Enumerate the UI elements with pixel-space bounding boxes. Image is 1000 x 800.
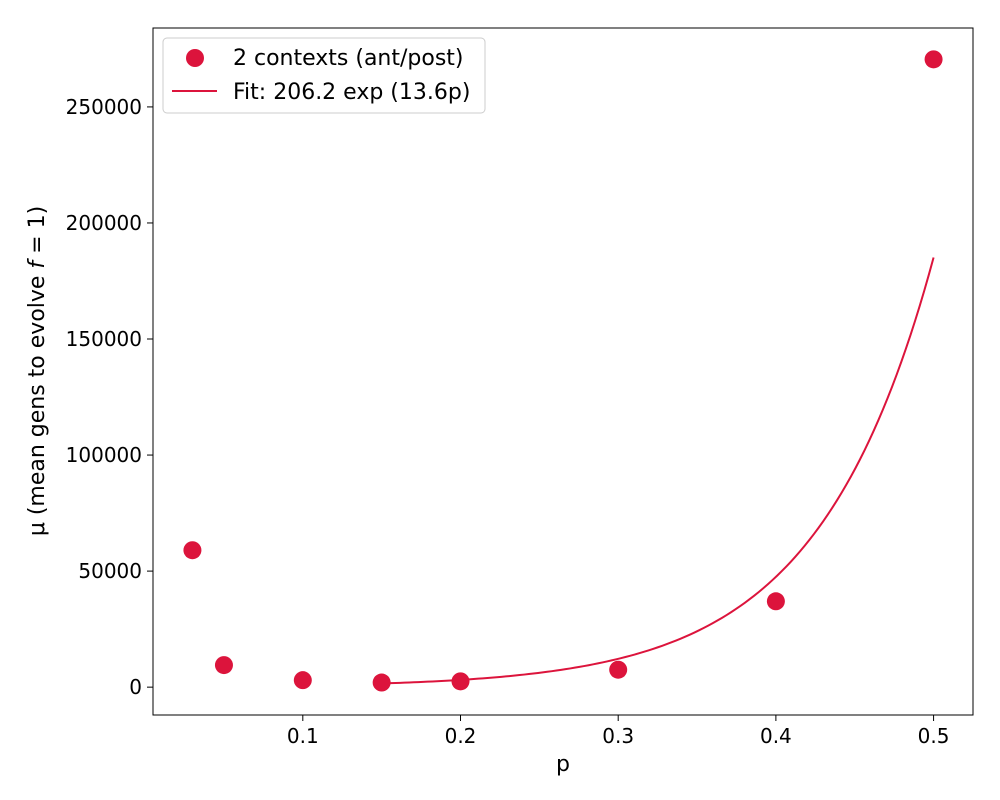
data-point bbox=[766, 592, 785, 611]
y-tick-label: 250000 bbox=[66, 95, 142, 119]
fit-line bbox=[381, 257, 935, 685]
data-point bbox=[183, 541, 202, 560]
y-tick-label: 0 bbox=[129, 675, 142, 699]
y-axis-label: μ (mean gens to evolve f = 1) bbox=[25, 206, 50, 536]
data-point bbox=[293, 671, 312, 690]
y-tick-label: 150000 bbox=[66, 327, 142, 351]
data-point bbox=[609, 660, 628, 679]
plot-area bbox=[152, 27, 974, 716]
legend-label-fit: Fit: 206.2 exp (13.6p) bbox=[233, 80, 470, 105]
y-tick-label: 50000 bbox=[78, 559, 142, 583]
data-point bbox=[924, 50, 943, 69]
legend: 2 contexts (ant/post) Fit: 206.2 exp (13… bbox=[162, 37, 486, 114]
data-point bbox=[451, 672, 470, 691]
y-tick-label: 200000 bbox=[66, 211, 142, 235]
x-tick-label: 0.2 bbox=[445, 724, 477, 748]
data-point bbox=[214, 656, 233, 675]
x-tick-label: 0.3 bbox=[602, 724, 634, 748]
x-tick-label: 0.4 bbox=[760, 724, 792, 748]
y-axis: 0 50000 100000 150000 200000 250000 bbox=[66, 95, 153, 699]
x-tick-label: 0.5 bbox=[918, 724, 950, 748]
legend-scatter-marker bbox=[186, 49, 204, 67]
data-point bbox=[372, 673, 391, 692]
x-axis-label: p bbox=[556, 752, 570, 777]
x-tick-label: 0.1 bbox=[287, 724, 319, 748]
y-tick-label: 100000 bbox=[66, 443, 142, 467]
legend-box bbox=[162, 37, 486, 114]
x-axis: 0.1 0.2 0.3 0.4 0.5 bbox=[287, 715, 950, 748]
scatter-series bbox=[183, 50, 943, 692]
legend-label-scatter: 2 contexts (ant/post) bbox=[233, 46, 464, 71]
